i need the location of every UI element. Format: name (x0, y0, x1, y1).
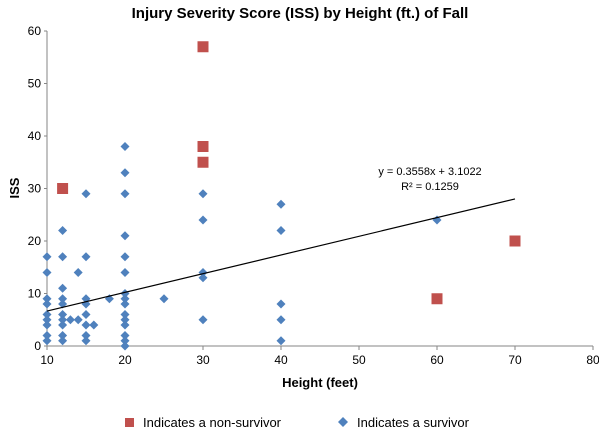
y-tick-label: 10 (28, 287, 42, 301)
survivor-point (81, 310, 91, 319)
survivor-point (58, 252, 68, 262)
survivor-point (42, 336, 52, 346)
survivor-point (42, 320, 52, 330)
survivor-point (58, 315, 68, 325)
trendline-r2: R² = 0.1259 (401, 181, 459, 193)
y-tick-label: 0 (34, 339, 41, 353)
non-survivor-point (57, 183, 69, 194)
survivor-point (42, 315, 52, 325)
x-tick-label: 10 (40, 353, 54, 367)
x-tick-label: 60 (430, 353, 444, 367)
survivor-point (198, 215, 208, 225)
trendline-equation: y = 0.3558x + 3.1022 (378, 166, 481, 178)
legend-survivor-label: Indicates a survivor (357, 415, 470, 430)
survivor-point (81, 252, 91, 262)
survivor-point (276, 315, 286, 325)
survivor-point (58, 310, 68, 319)
non-survivor-point (509, 235, 521, 247)
survivor-point (276, 226, 286, 235)
survivor-point (120, 294, 130, 304)
y-axis-title: ISS (7, 177, 22, 198)
survivor-point (42, 252, 52, 262)
non-survivor-point (197, 41, 209, 53)
survivor-point (120, 142, 130, 151)
x-tick-label: 20 (118, 353, 132, 367)
survivor-point (198, 273, 208, 283)
survivor-point (89, 320, 99, 330)
x-tick-label: 50 (352, 353, 366, 367)
y-tick-label: 60 (28, 24, 42, 38)
legend-survivor-marker (338, 417, 348, 427)
trendline (46, 198, 516, 312)
survivor-point (276, 299, 286, 309)
legend-non-survivor-label: Indicates a non-survivor (143, 415, 282, 430)
survivor-point (73, 268, 83, 277)
trendline-group (46, 198, 516, 312)
survivor-point (42, 299, 52, 309)
survivor-point (42, 268, 52, 277)
survivor-point (120, 268, 130, 277)
survivor-point (58, 283, 68, 293)
survivor-point (120, 252, 130, 262)
survivor-point (42, 294, 52, 304)
survivor-point (120, 331, 130, 340)
survivor-point (81, 189, 91, 199)
data-points (42, 41, 521, 351)
non-survivor-point (197, 156, 209, 168)
legend-non-survivor-marker (125, 418, 134, 427)
survivor-point (120, 320, 130, 330)
survivor-point (159, 294, 169, 304)
survivor-point (198, 315, 208, 325)
survivor-point (73, 315, 83, 325)
survivor-point (120, 299, 130, 309)
survivor-point (65, 315, 75, 325)
survivor-point (81, 336, 91, 346)
survivor-point (58, 320, 68, 330)
survivor-point (120, 310, 130, 319)
survivor-point (120, 231, 130, 241)
survivor-point (81, 320, 91, 330)
survivor-point (276, 199, 286, 209)
survivor-point (58, 226, 68, 235)
x-tick-label: 40 (274, 353, 288, 367)
survivor-point (58, 294, 68, 304)
y-tick-label: 30 (28, 182, 42, 196)
survivor-point (120, 315, 130, 325)
x-tick-label: 80 (586, 353, 599, 367)
x-tick-label: 70 (508, 353, 522, 367)
y-tick-label: 50 (28, 77, 42, 91)
non-survivor-point (431, 293, 443, 305)
y-axis-ticks: 0 10 20 30 40 50 60 (28, 24, 47, 353)
survivor-point (42, 331, 52, 340)
x-tick-label: 30 (196, 353, 210, 367)
survivor-point (42, 310, 52, 319)
survivor-point (58, 336, 68, 346)
y-tick-label: 40 (28, 129, 42, 143)
survivor-point (58, 331, 68, 340)
survivor-point (198, 189, 208, 199)
x-axis-ticks: 10 20 30 40 50 60 70 80 (40, 346, 599, 367)
survivor-point (276, 336, 286, 346)
survivor-point (81, 331, 91, 340)
survivor-point (120, 341, 130, 351)
survivor-point (120, 168, 130, 178)
non-survivor-point (197, 141, 209, 152)
chart-title: Injury Severity Score (ISS) by Height (f… (132, 5, 469, 22)
survivor-point (120, 189, 130, 199)
survivor-point (120, 336, 130, 346)
y-tick-label: 20 (28, 234, 42, 248)
x-axis-title: Height (feet) (282, 375, 358, 390)
legend: Indicates a non-survivor Indicates a sur… (125, 415, 470, 430)
